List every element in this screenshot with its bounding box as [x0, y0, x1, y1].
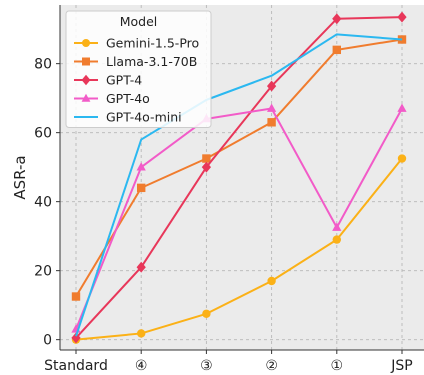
- y-tick-label: 80: [34, 57, 52, 73]
- data-point: [332, 13, 342, 25]
- data-point: [332, 235, 341, 244]
- data-point: [397, 11, 407, 23]
- x-tick-label: JSP: [390, 358, 412, 374]
- x-tick-label: ③: [200, 358, 213, 374]
- tick-labels: 0 20 40 60 80 Standard ④ ③ ② ① JSP: [34, 57, 413, 374]
- data-point: [267, 118, 276, 127]
- data-point: [266, 103, 277, 112]
- legend-swatch-marker: [81, 93, 91, 102]
- data-point: [137, 183, 146, 193]
- y-tick-label: 0: [43, 333, 52, 349]
- series-line: [75, 16, 403, 339]
- series-line: [75, 107, 403, 330]
- legend-entry-label: GPT-4: [106, 73, 142, 88]
- data-point: [71, 332, 81, 344]
- legend-swatch-marker: [82, 57, 90, 66]
- y-tick-label: 20: [34, 264, 52, 280]
- series-layer: [71, 11, 407, 344]
- x-tick-label: ④: [135, 358, 148, 374]
- legend-swatch-marker: [81, 74, 91, 86]
- x-tick-label: Standard: [44, 358, 108, 374]
- legend-title: Model: [120, 14, 158, 29]
- data-point: [266, 80, 277, 92]
- y-axis-title: ASR-a: [11, 155, 29, 199]
- x-tick-label: ①: [331, 358, 344, 374]
- legend-entry-label: Llama-3.1-70B: [106, 54, 197, 69]
- axes: [59, 5, 424, 351]
- data-point: [201, 161, 212, 173]
- data-point: [202, 154, 211, 163]
- data-point: [136, 261, 146, 273]
- series-gpt-4: [71, 11, 407, 344]
- series-line: [75, 38, 403, 298]
- data-point: [202, 309, 211, 318]
- series-gpt-4o-mini: [75, 33, 403, 337]
- x-tick-label: ②: [265, 358, 278, 374]
- legend-entry-label: Gemini-1.5-Pro: [106, 36, 199, 51]
- data-point: [137, 329, 146, 338]
- legend: Model Gemini-1.5-Pro Llama-3.1-70B GPT-4 GP…: [65, 10, 212, 128]
- data-point: [136, 162, 146, 171]
- y-tick-label: 60: [34, 126, 52, 142]
- data-point: [397, 103, 407, 112]
- data-point: [332, 222, 342, 231]
- legend-entry-label: GPT-4o: [106, 91, 150, 106]
- series-line: [75, 33, 403, 337]
- data-point: [332, 45, 341, 55]
- legend-entry-label: GPT-4o-mini: [106, 110, 182, 125]
- data-point: [397, 154, 407, 163]
- data-point: [267, 276, 276, 286]
- data-point: [71, 292, 81, 301]
- legend-box: [65, 10, 212, 128]
- legend-swatch-marker: [82, 39, 90, 47]
- y-tick-label: 40: [34, 195, 52, 211]
- series-line: [75, 157, 403, 341]
